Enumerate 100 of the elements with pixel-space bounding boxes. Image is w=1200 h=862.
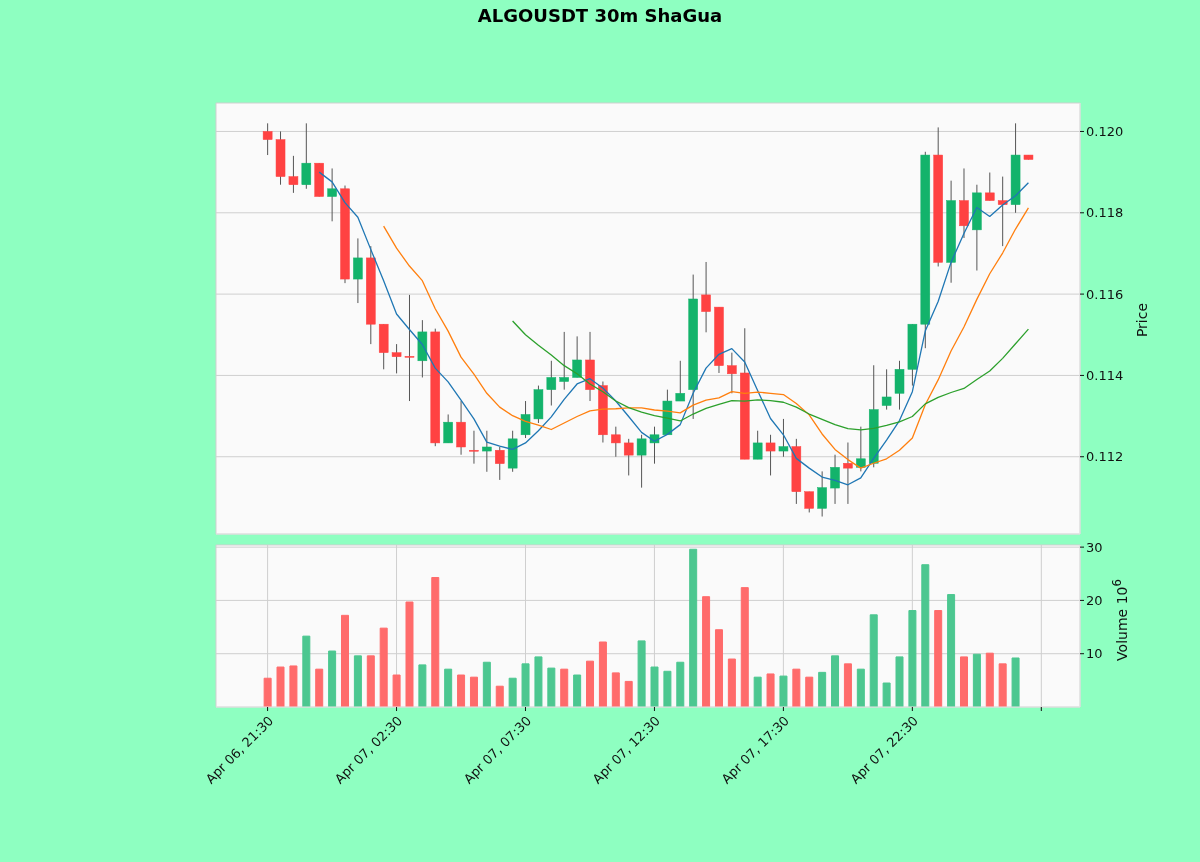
candlestick xyxy=(301,122,312,190)
line-series xyxy=(382,207,1030,469)
candlestick xyxy=(623,438,634,476)
bar xyxy=(714,629,723,707)
y-tick-label: 30 xyxy=(1086,539,1103,555)
bar xyxy=(469,676,478,707)
candlestick xyxy=(881,368,892,411)
candlestick xyxy=(520,400,531,439)
y-tick-label: 0.118 xyxy=(1086,205,1124,221)
bar xyxy=(1011,657,1020,707)
bar xyxy=(598,641,607,707)
candlestick xyxy=(985,172,995,202)
y-tick-label: 10 xyxy=(1086,646,1103,662)
bar xyxy=(689,548,698,707)
y-axis-title: Price xyxy=(1134,302,1150,338)
bar xyxy=(740,587,749,707)
candlestick xyxy=(894,360,905,411)
bar xyxy=(508,677,517,707)
bar xyxy=(379,627,388,707)
bar xyxy=(753,676,762,707)
bar xyxy=(972,653,981,707)
bar xyxy=(831,655,840,707)
candlestick xyxy=(391,343,402,374)
candlestick xyxy=(327,167,337,222)
bar xyxy=(328,650,337,707)
bar xyxy=(805,676,814,707)
bar xyxy=(547,667,556,707)
candlestick xyxy=(701,261,711,333)
bar xyxy=(302,635,311,707)
bar xyxy=(263,677,272,707)
y-tick-label: 0.120 xyxy=(1086,124,1124,140)
candlestick xyxy=(404,294,415,402)
bar xyxy=(676,661,685,707)
candlestick xyxy=(288,155,299,194)
bar xyxy=(457,674,466,707)
y-tick-label: 20 xyxy=(1086,593,1103,609)
bar xyxy=(818,671,827,707)
bar xyxy=(843,663,852,707)
candlestick xyxy=(765,434,776,476)
bar xyxy=(534,656,543,707)
candlestick xyxy=(495,446,505,481)
bar xyxy=(276,666,285,707)
candlestick xyxy=(752,430,763,460)
bar xyxy=(341,614,350,707)
candlestick xyxy=(727,352,737,394)
bar xyxy=(650,666,659,707)
bar xyxy=(792,668,801,707)
bar xyxy=(921,564,930,707)
candlestick xyxy=(636,434,647,489)
bar xyxy=(779,675,788,707)
bar xyxy=(702,596,711,707)
candlestick xyxy=(778,418,789,458)
bar xyxy=(895,656,904,707)
candlestick xyxy=(572,335,582,378)
candlestick xyxy=(611,426,621,458)
bar xyxy=(959,656,968,707)
candlestick xyxy=(353,237,363,304)
bar xyxy=(882,682,891,707)
bar xyxy=(934,610,943,707)
bar xyxy=(405,601,414,707)
bar xyxy=(663,670,672,707)
bar xyxy=(560,668,569,707)
bar xyxy=(908,610,917,707)
y-tick-label: 0.116 xyxy=(1086,286,1124,302)
candlestick xyxy=(675,360,686,402)
bar xyxy=(573,674,582,707)
bar xyxy=(624,680,633,707)
bar xyxy=(586,660,595,707)
candlestick xyxy=(843,442,853,505)
candlestick xyxy=(997,176,1008,247)
bar xyxy=(611,672,620,707)
candlestick xyxy=(817,470,827,518)
chart-title: ALGOUSDT 30m ShaGua xyxy=(476,5,724,26)
line-series xyxy=(511,320,1030,431)
bar xyxy=(366,655,375,707)
candlestick xyxy=(856,426,866,472)
bar xyxy=(392,674,401,707)
bar xyxy=(998,663,1007,707)
bar xyxy=(521,663,530,707)
bar xyxy=(353,655,362,707)
bar xyxy=(766,673,775,707)
candlestick xyxy=(482,430,492,473)
bar xyxy=(856,668,865,707)
candlestick xyxy=(469,430,479,465)
bar xyxy=(315,668,324,707)
y-tick-label: 0.114 xyxy=(1086,368,1124,384)
candlestick xyxy=(804,491,814,513)
candlestick xyxy=(559,331,569,391)
bar xyxy=(637,640,646,707)
bar xyxy=(985,652,994,707)
candlestick xyxy=(443,413,453,444)
bar xyxy=(869,614,878,707)
bar xyxy=(444,668,453,707)
y-tick-label: 0.112 xyxy=(1086,449,1124,465)
bar xyxy=(482,661,491,707)
bar xyxy=(727,658,736,707)
candlestick xyxy=(262,122,273,156)
candlestick xyxy=(546,360,557,407)
bar xyxy=(495,685,504,707)
bar xyxy=(289,665,298,707)
